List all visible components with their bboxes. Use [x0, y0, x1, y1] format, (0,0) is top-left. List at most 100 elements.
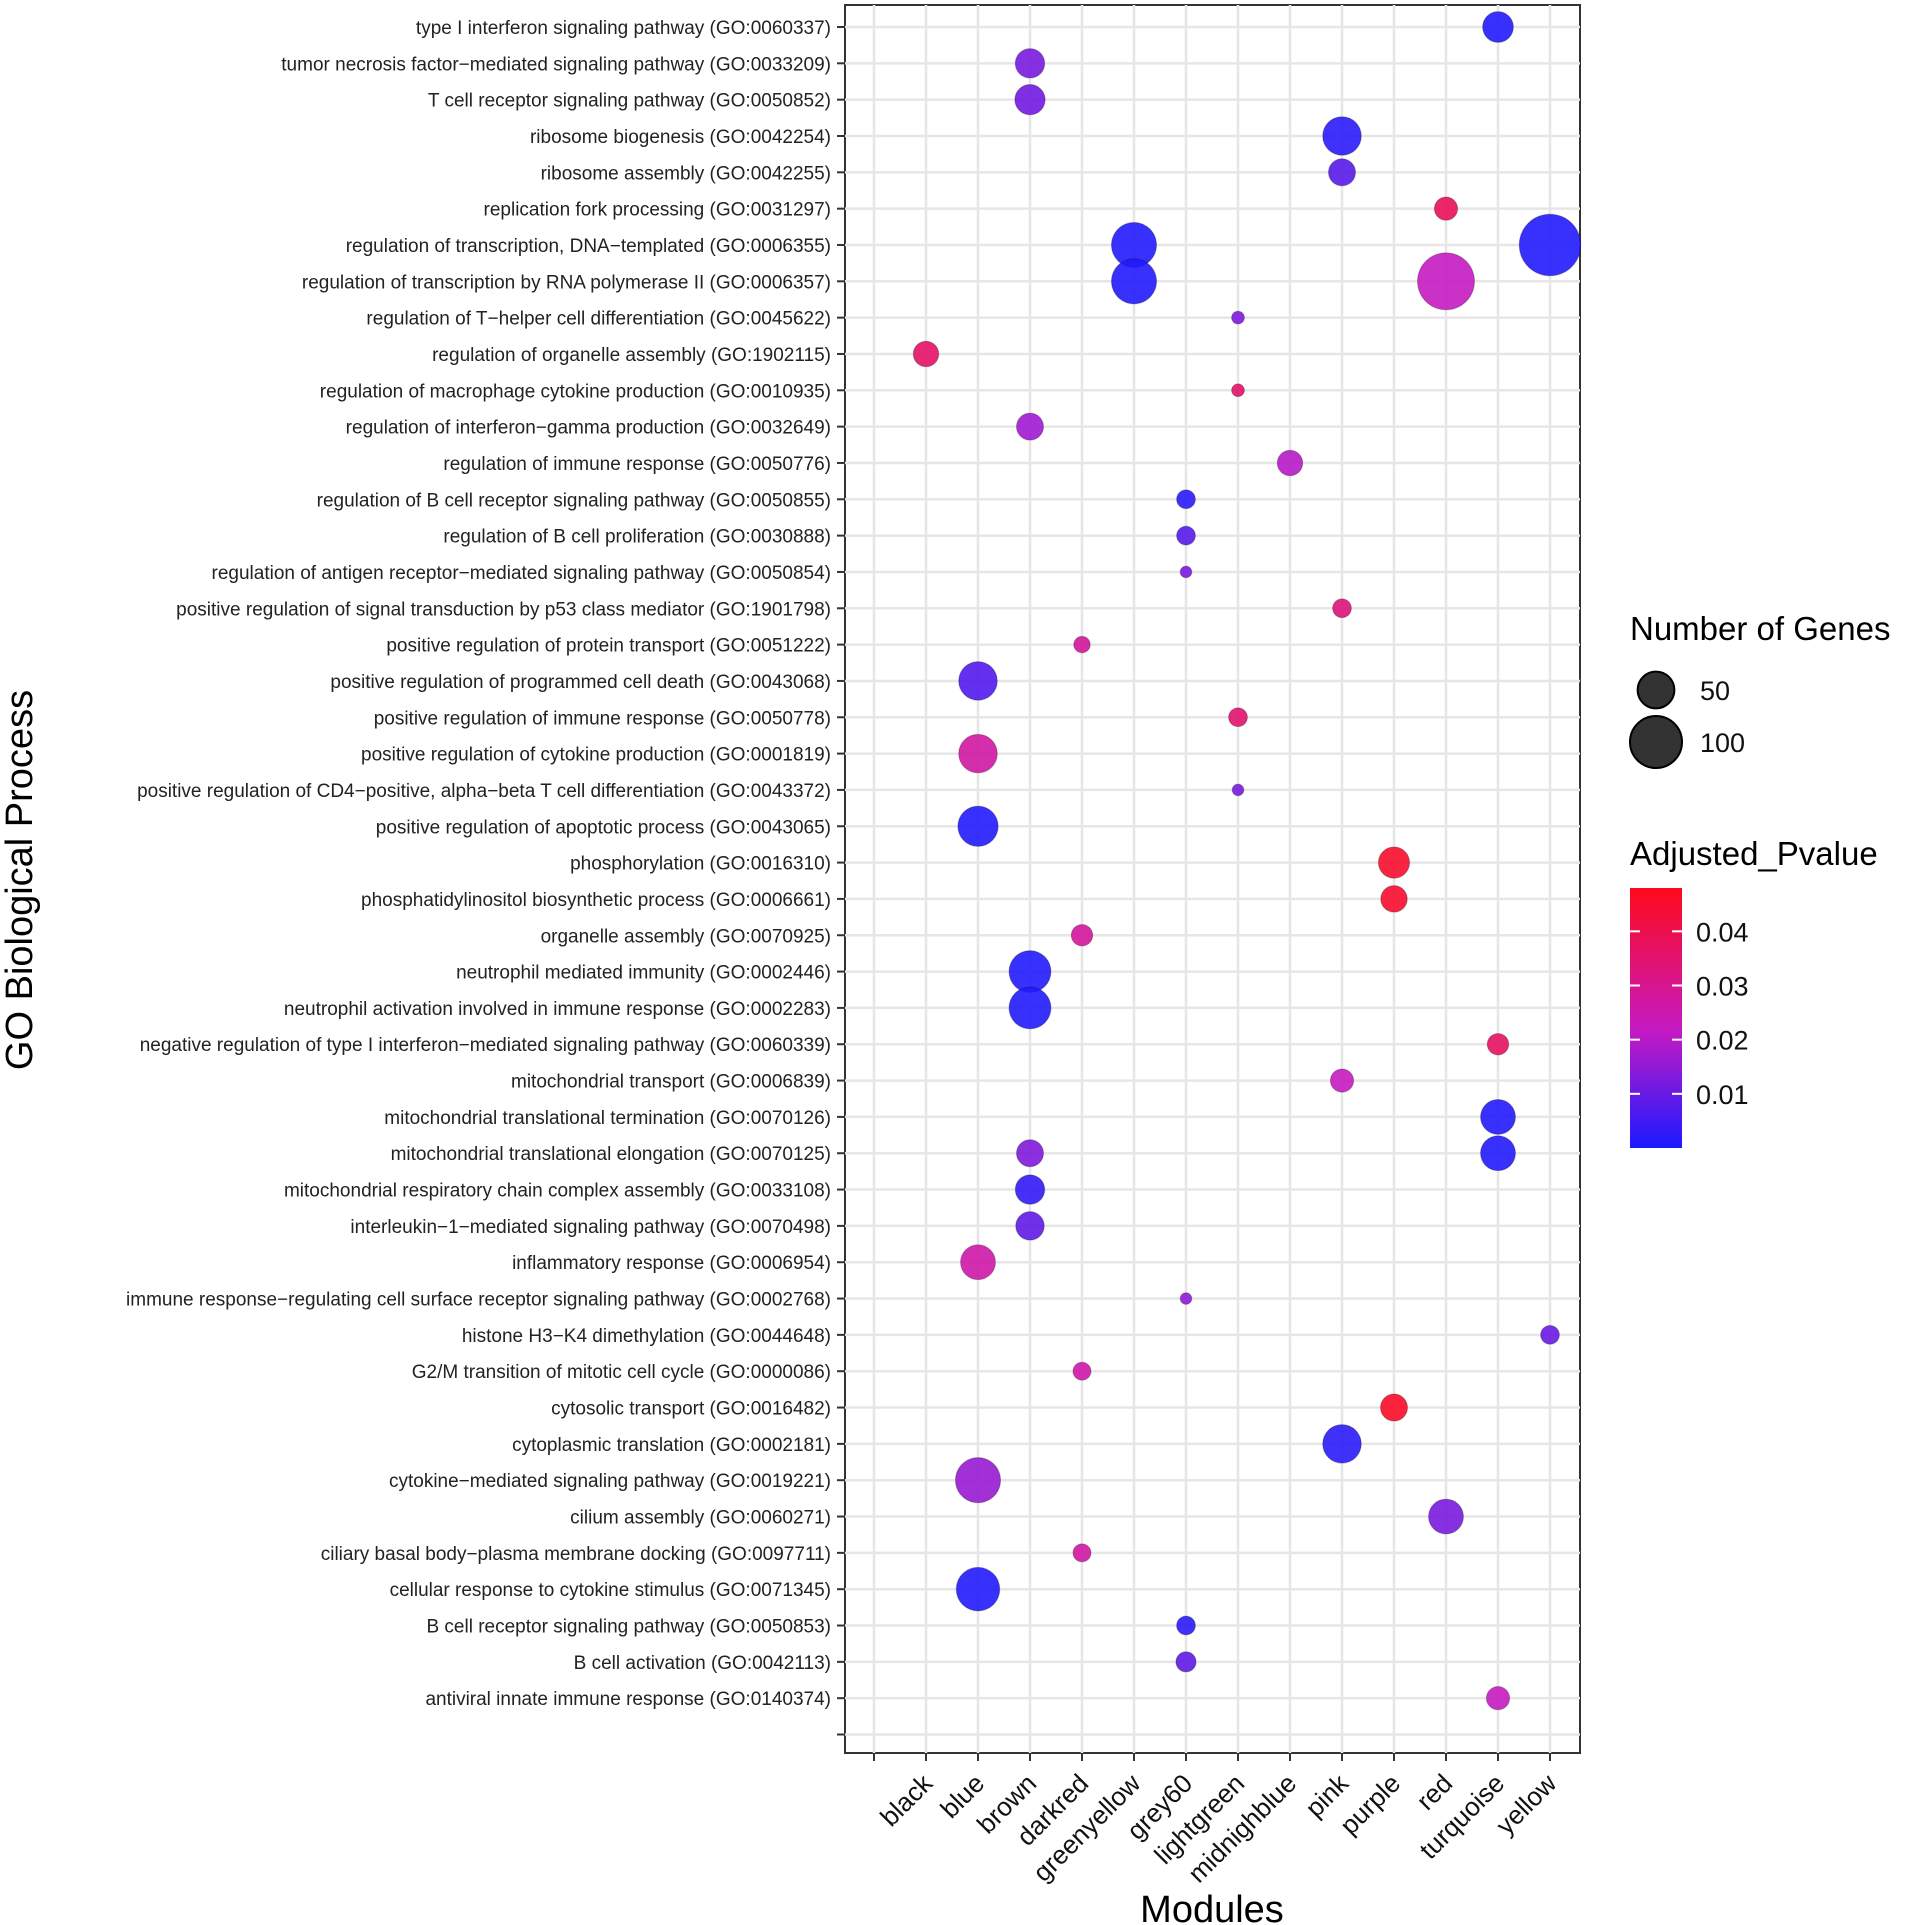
data-point	[1073, 635, 1091, 654]
y-tick-label: G2/M transition of mitotic cell cycle (G…	[412, 1362, 831, 1383]
data-point	[1179, 565, 1193, 579]
y-tick-label: type I interferon signaling pathway (GO:…	[416, 18, 831, 39]
y-tick-label: B cell receptor signaling pathway (GO:00…	[426, 1617, 831, 1638]
y-tick-label: cilium assembly (GO:0060271)	[570, 1508, 831, 1529]
y-tick-label: positive regulation of signal transducti…	[176, 599, 831, 620]
data-point	[1008, 950, 1052, 994]
y-tick-label: regulation of interferon−gamma productio…	[346, 418, 831, 439]
data-point	[1231, 383, 1245, 398]
y-tick-label: ribosome biogenesis (GO:0042254)	[530, 127, 831, 148]
data-point	[1014, 48, 1046, 79]
y-tick-label: positive regulation of apoptotic process…	[376, 817, 831, 838]
data-point	[958, 661, 998, 701]
y-tick-label: replication fork processing (GO:0031297)	[484, 200, 831, 221]
y-tick-label: cytosolic transport (GO:0016482)	[551, 1399, 831, 1420]
size-legend: Number of Genes 50 100	[1629, 610, 1890, 769]
size-legend-dot	[1629, 715, 1683, 769]
y-tick-label: phosphorylation (GO:0016310)	[570, 854, 831, 875]
data-point	[1518, 213, 1582, 277]
y-tick-label: cytokine−mediated signaling pathway (GO:…	[389, 1471, 831, 1492]
data-point	[1008, 986, 1052, 1030]
data-point	[1231, 783, 1245, 797]
y-axis-ticks: type I interferon signaling pathway (GO:…	[126, 18, 845, 1736]
data-point	[1072, 1361, 1092, 1381]
y-tick-label: regulation of transcription, DNA−templat…	[346, 236, 831, 257]
y-tick-label: regulation of T−helper cell differentiat…	[366, 309, 831, 330]
grid-lines	[845, 5, 1580, 1753]
size-legend-title: Number of Genes	[1630, 610, 1890, 647]
y-tick-label: B cell activation (GO:0042113)	[574, 1653, 831, 1674]
y-tick-label: negative regulation of type I interferon…	[140, 1035, 831, 1056]
data-point	[912, 340, 940, 368]
x-axis-ticks: blackbluebrowndarkredgreenyellowgrey60li…	[873, 1753, 1562, 1888]
y-tick-label: cytoplasmic translation (GO:0002181)	[512, 1435, 831, 1456]
data-point	[960, 1244, 996, 1281]
y-tick-label: histone H3−K4 dimethylation (GO:0044648)	[462, 1326, 831, 1347]
data-point	[957, 805, 999, 847]
y-tick-label: neutrophil mediated immunity (GO:0002446…	[456, 963, 831, 984]
y-tick-label: mitochondrial translational termination …	[384, 1108, 831, 1129]
y-tick-label: neutrophil activation involved in immune…	[284, 999, 831, 1020]
data-point	[1179, 1292, 1193, 1305]
y-tick-label: ribosome assembly (GO:0042255)	[541, 163, 831, 184]
data-point	[1486, 1033, 1510, 1056]
color-legend-label: 0.01	[1696, 1080, 1749, 1110]
y-tick-label: phosphatidylinositol biosynthetic proces…	[361, 890, 831, 911]
y-tick-label: regulation of B cell proliferation (GO:0…	[443, 527, 831, 548]
y-tick-label: regulation of antigen receptor−mediated …	[212, 563, 832, 584]
data-point	[1231, 310, 1245, 325]
x-tick-label: yellow	[1490, 1768, 1562, 1840]
x-tick-label: black	[874, 1767, 939, 1832]
color-legend-bar	[1630, 888, 1682, 1148]
y-tick-label: positive regulation of cytokine producti…	[361, 745, 831, 766]
data-point	[1540, 1325, 1560, 1345]
data-point	[1072, 1543, 1092, 1563]
y-tick-label: T cell receptor signaling pathway (GO:00…	[428, 91, 831, 112]
color-legend-label: 0.04	[1696, 917, 1749, 947]
data-point	[1377, 846, 1411, 879]
data-point	[1176, 1615, 1196, 1636]
data-point	[1329, 1068, 1355, 1093]
y-tick-label: regulation of transcription by RNA polym…	[302, 272, 831, 293]
data-point	[1380, 885, 1408, 913]
data-point	[1322, 1424, 1362, 1464]
data-point	[1015, 1211, 1045, 1241]
y-tick-label: regulation of immune response (GO:005077…	[443, 454, 831, 475]
x-tick-label: purple	[1334, 1768, 1406, 1840]
y-tick-label: tumor necrosis factor−mediated signaling…	[281, 54, 831, 75]
data-point	[1417, 252, 1475, 311]
y-tick-label: positive regulation of immune response (…	[374, 708, 831, 729]
data-point	[1433, 196, 1459, 221]
y-tick-label: regulation of organelle assembly (GO:190…	[432, 345, 831, 366]
y-tick-label: mitochondrial translational elongation (…	[391, 1144, 831, 1165]
y-tick-label: organelle assembly (GO:0070925)	[541, 926, 831, 947]
data-point	[1480, 1098, 1516, 1135]
data-point	[958, 733, 998, 774]
data-point	[1228, 707, 1248, 728]
data-point	[1014, 83, 1046, 116]
data-point	[1175, 1651, 1197, 1673]
data-point	[1014, 1174, 1046, 1205]
color-legend-label: 0.03	[1696, 972, 1749, 1002]
y-tick-label: regulation of macrophage cytokine produc…	[320, 381, 831, 402]
y-tick-label: interleukin−1−mediated signaling pathway…	[350, 1217, 831, 1238]
y-tick-label: regulation of B cell receptor signaling …	[317, 490, 831, 511]
y-tick-label: positive regulation of CD4−positive, alp…	[137, 781, 831, 802]
y-tick-label: positive regulation of programmed cell d…	[330, 672, 831, 693]
y-tick-label: inflammatory response (GO:0006954)	[512, 1253, 831, 1274]
data-points	[912, 11, 1582, 1711]
color-legend-label: 0.02	[1696, 1026, 1749, 1056]
data-point	[1485, 1686, 1511, 1711]
data-point	[1322, 116, 1362, 156]
y-tick-label: antiviral innate immune response (GO:014…	[425, 1689, 831, 1710]
color-legend: Adjusted_Pvalue 0.04 0.03 0.02 0.01	[1630, 835, 1878, 1148]
data-point	[1482, 11, 1514, 43]
data-point	[1332, 598, 1352, 619]
size-legend-label: 100	[1700, 728, 1745, 758]
data-point	[1110, 258, 1158, 305]
data-point	[1428, 1498, 1464, 1535]
data-point	[1480, 1135, 1516, 1172]
data-point	[1327, 158, 1357, 187]
y-tick-label: positive regulation of protein transport…	[386, 636, 831, 657]
